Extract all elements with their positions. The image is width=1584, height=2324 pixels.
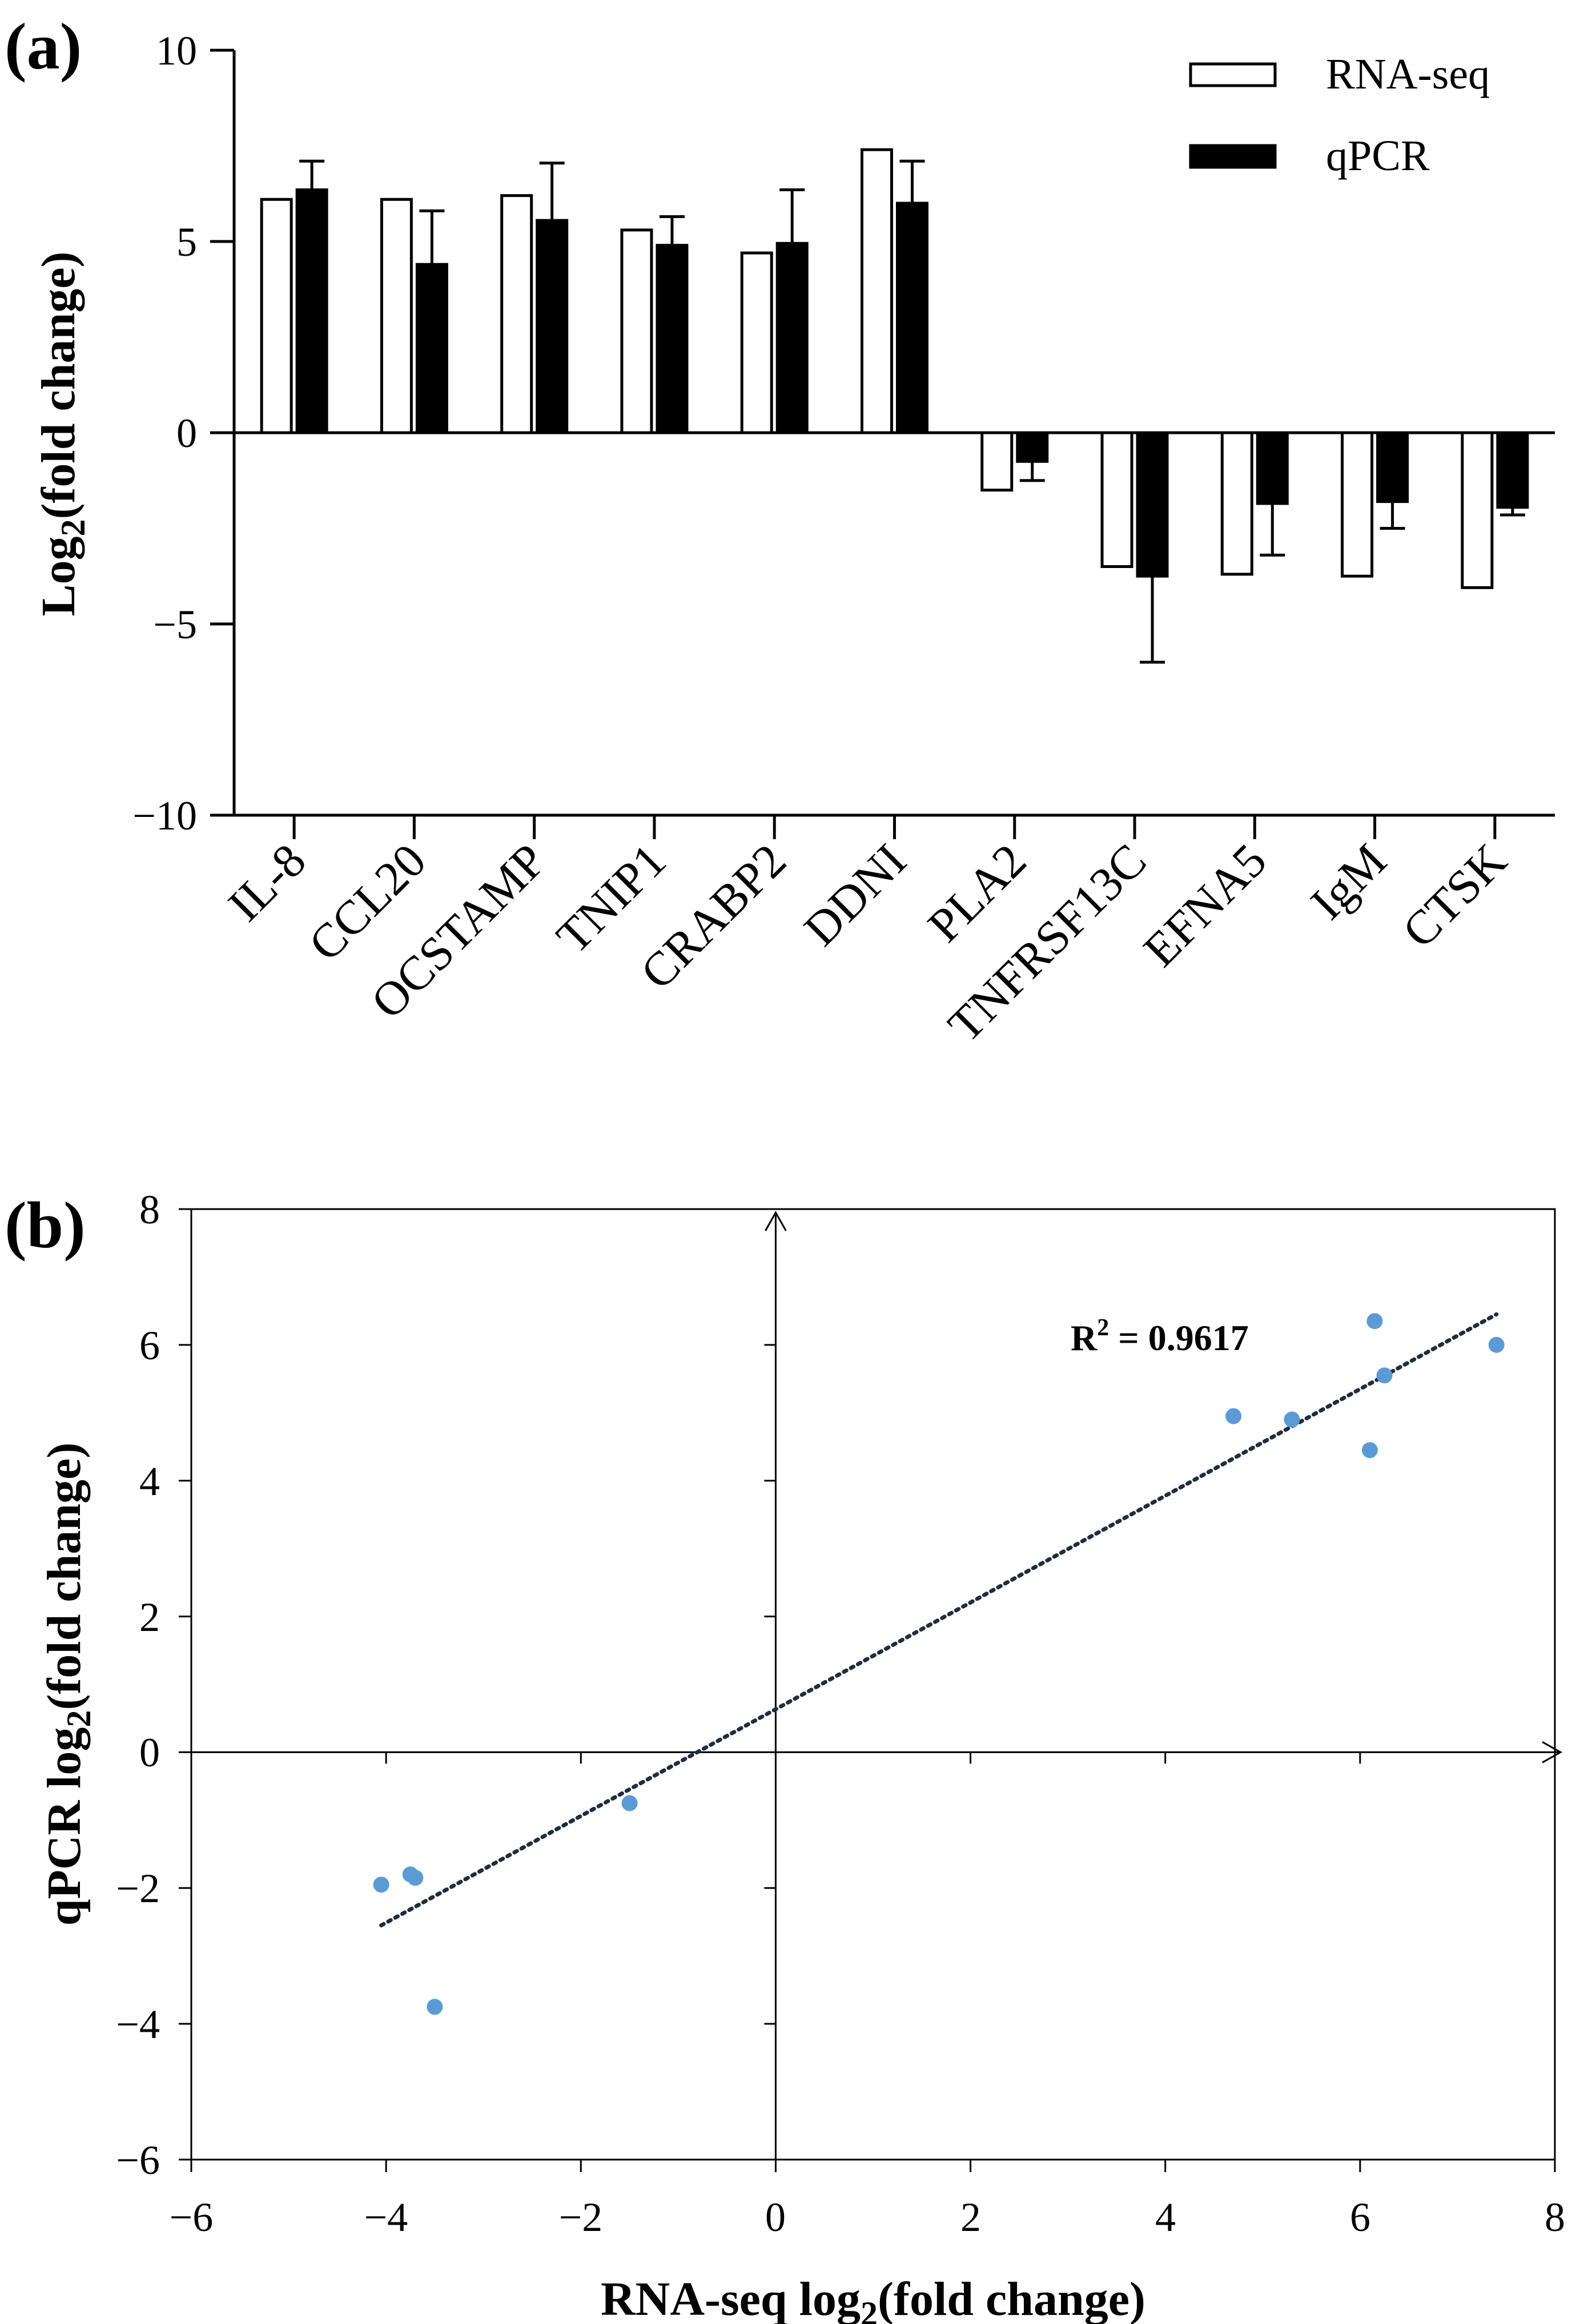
scatter-point <box>427 1999 443 2015</box>
legend-label-rna-seq: RNA-seq <box>1326 50 1490 98</box>
scatter-point <box>1488 1336 1505 1353</box>
panel-b-x-tick: −2 <box>559 2194 603 2240</box>
category-label: EFNA5 <box>1133 834 1277 977</box>
panel-b-y-tick: 6 <box>139 1323 160 1368</box>
legend-label-qpcr: qPCR <box>1326 132 1430 180</box>
panel-a-y-tick: 10 <box>156 28 197 74</box>
panel-a-label: (a) <box>5 10 82 83</box>
bar-rna-seq <box>980 431 1014 492</box>
panel-b-y-tick: −6 <box>116 2137 160 2183</box>
panel-b-vertical-arrow-head <box>765 1210 787 1231</box>
panel-a-axes <box>210 49 1555 839</box>
panel-b-x-tick: −6 <box>170 2194 214 2240</box>
panel-b-x-ticks: −6 −4 −2 0 2 4 6 8 <box>170 2194 1565 2240</box>
scatter-point <box>1361 1442 1378 1459</box>
panel-a-y-tick: −5 <box>153 602 197 647</box>
panel-a-bars <box>260 148 1529 664</box>
panel-b-x-tick: 8 <box>1545 2194 1565 2240</box>
bar-qpcr <box>656 244 689 434</box>
panel-b-y-tick: −4 <box>116 2001 160 2047</box>
bar-qpcr <box>1376 431 1409 504</box>
r-squared-annotation: R2 = 0.9617 <box>1071 1315 1249 1358</box>
panel-b-y-tick: 2 <box>139 1594 160 1640</box>
scatter-point <box>1284 1411 1300 1428</box>
panel-a: (a) Log2(fold change) 10 5 0 −5 −10 IL-8… <box>5 10 1555 1052</box>
bar-qpcr <box>1256 431 1289 505</box>
panel-b-x-tick: 4 <box>1155 2194 1176 2240</box>
bar-rna-seq <box>1461 431 1494 589</box>
scatter-point <box>1366 1313 1383 1330</box>
scatter-point <box>1376 1367 1393 1384</box>
panel-b-x-tick: 2 <box>960 2194 981 2240</box>
panel-b-x-tick: 6 <box>1350 2194 1370 2240</box>
panel-b-horizontal-arrow-head <box>1542 1741 1563 1763</box>
panel-b: (b) qPCR log2(fold change) RNA-seq log2(… <box>5 1187 1565 2324</box>
scatter-point <box>402 1866 419 1883</box>
scatter-point <box>1225 1408 1242 1424</box>
bar-rna-seq <box>740 251 773 434</box>
bar-rna-seq <box>500 194 533 434</box>
bar-rna-seq <box>1341 431 1374 578</box>
panel-a-y-tick: 0 <box>176 410 197 456</box>
bar-rna-seq <box>861 148 893 434</box>
category-label: IgM <box>1301 834 1397 930</box>
panel-b-y-ticks: 8 6 4 2 0 −2 −4 −6 <box>116 1187 160 2183</box>
panel-b-y-tick: 0 <box>139 1730 160 1775</box>
bar-rna-seq <box>620 228 653 434</box>
panel-b-y-axis-title: qPCR log2(fold change) <box>38 1443 98 1926</box>
panel-b-x-axis-title: RNA-seq log2(fold change) <box>601 2273 1145 2324</box>
bar-qpcr <box>536 219 569 434</box>
panel-a-y-ticks: 10 5 0 −5 −10 <box>132 28 197 839</box>
bar-rna-seq <box>1100 431 1133 568</box>
scatter-point <box>621 1795 638 1811</box>
bar-rna-seq <box>1220 431 1253 576</box>
panel-a-y-tick: −10 <box>132 793 197 839</box>
bar-qpcr <box>775 241 809 434</box>
bar-rna-seq <box>380 198 413 434</box>
panel-b-y-tick: −2 <box>116 1866 160 1911</box>
panel-a-y-tick: 5 <box>176 219 197 265</box>
category-label: DDNI <box>794 834 916 956</box>
panel-b-y-tick: 4 <box>139 1459 160 1504</box>
panel-a-y-axis-title: Log2(fold change) <box>32 251 92 616</box>
bar-qpcr <box>295 188 328 434</box>
panel-b-plot-frame <box>190 1208 1556 2161</box>
category-label: IL-8 <box>218 834 316 932</box>
legend-swatch-qpcr <box>1189 144 1277 169</box>
panel-b-x-tick: −4 <box>364 2194 408 2240</box>
panel-b-label: (b) <box>5 1189 86 1262</box>
bar-qpcr <box>1496 431 1529 509</box>
panel-b-trendline <box>379 1312 1499 1928</box>
bar-qpcr <box>1136 431 1169 578</box>
bar-qpcr <box>1016 431 1049 463</box>
category-label: CTSK <box>1393 834 1517 958</box>
legend: RNA-seq qPCR <box>1189 50 1490 180</box>
bar-qpcr <box>896 202 928 434</box>
trendline <box>379 1312 1499 1928</box>
panel-b-axes <box>179 1208 1563 2172</box>
legend-swatch-rna-seq <box>1189 62 1277 87</box>
panel-b-x-tick: 0 <box>765 2194 786 2240</box>
scatter-point <box>373 1876 389 1893</box>
panel-b-points <box>373 1313 1505 2015</box>
panel-b-y-tick: 8 <box>139 1187 160 1233</box>
bar-rna-seq <box>260 198 293 434</box>
bar-qpcr <box>415 263 448 434</box>
